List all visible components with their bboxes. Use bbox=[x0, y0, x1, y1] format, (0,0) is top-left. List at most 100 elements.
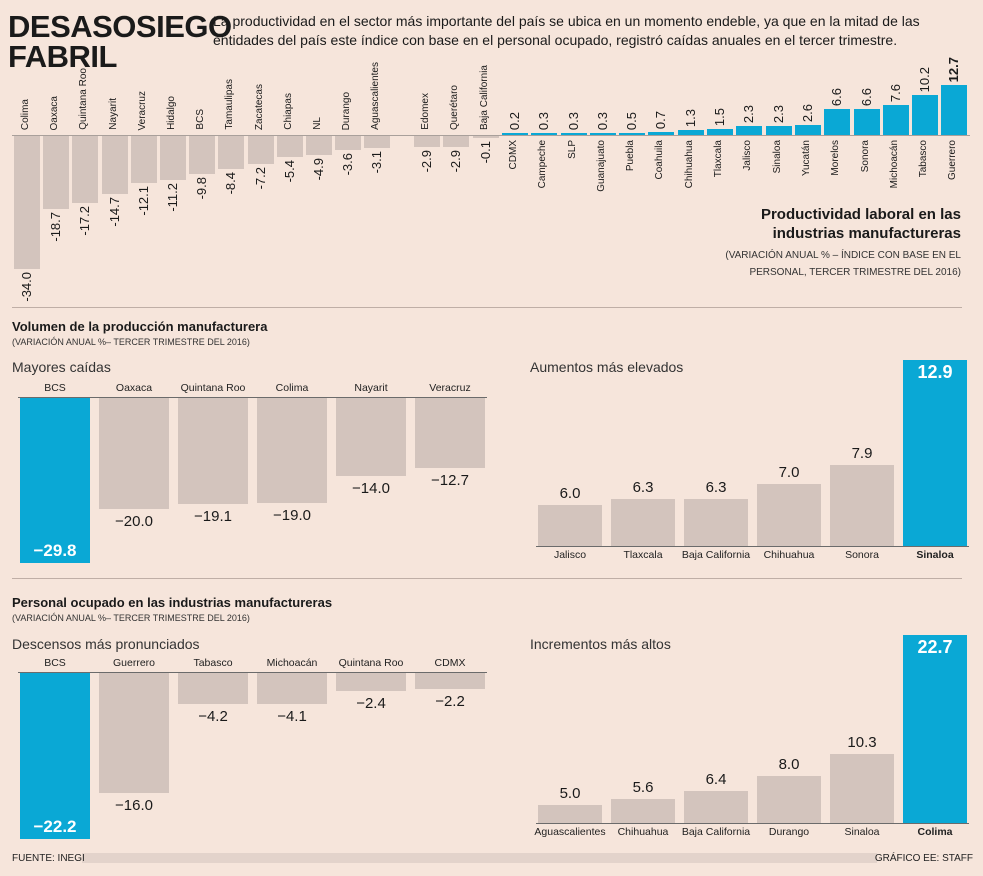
panel-title-incrementos: Incrementos más altos bbox=[530, 636, 671, 652]
bar bbox=[912, 95, 939, 135]
category-label: Tabasco bbox=[193, 657, 233, 669]
category-label: Zacatecas bbox=[253, 83, 265, 130]
category-label: Aguascalientes bbox=[534, 826, 606, 838]
bar bbox=[72, 136, 99, 204]
bar bbox=[218, 136, 245, 169]
value-label: 7.6 bbox=[887, 84, 903, 103]
bar bbox=[903, 360, 967, 546]
intro-text: La productividad en el sector más import… bbox=[213, 13, 920, 48]
section-title-personal: Personal ocupado en las industrias manuf… bbox=[12, 595, 333, 610]
bar bbox=[830, 753, 894, 823]
bar bbox=[684, 791, 748, 823]
bar bbox=[794, 124, 821, 135]
category-label: Sinaloa bbox=[771, 140, 783, 174]
bar bbox=[336, 398, 406, 476]
bar bbox=[560, 133, 587, 135]
bar bbox=[99, 398, 169, 509]
category-label: Chihuahua bbox=[763, 549, 815, 561]
value-label: 2.3 bbox=[770, 104, 786, 123]
value-label: 2.6 bbox=[799, 103, 815, 122]
value-label: -9.8 bbox=[194, 177, 210, 200]
value-label: 0.3 bbox=[594, 111, 610, 130]
value-label: 5.6 bbox=[632, 779, 654, 796]
bar bbox=[130, 136, 157, 184]
bar bbox=[589, 133, 616, 135]
category-label: Nayarit bbox=[107, 98, 119, 130]
category-label: Oaxaca bbox=[49, 95, 61, 130]
bar bbox=[415, 673, 485, 690]
page-title: DESASOSIEGO FABRIL bbox=[8, 9, 232, 74]
value-label: −29.8 bbox=[33, 541, 77, 561]
category-label: Durango bbox=[768, 826, 810, 838]
value-label: 0.7 bbox=[653, 111, 669, 130]
value-label: 8.0 bbox=[778, 755, 800, 773]
panel-title-mayores-caidas: Mayores caídas bbox=[12, 359, 111, 375]
bar bbox=[538, 505, 602, 546]
bar bbox=[707, 129, 733, 135]
bar bbox=[677, 129, 704, 135]
credit-note: GRÁFICO EE: STAFF bbox=[874, 853, 973, 864]
bar bbox=[619, 133, 646, 135]
value-label: 6.3 bbox=[705, 478, 727, 496]
bar bbox=[443, 136, 470, 148]
value-label: −4.1 bbox=[277, 707, 307, 725]
value-label: 10.2 bbox=[917, 66, 933, 93]
category-label: Sonora bbox=[845, 549, 879, 561]
category-label: SLP bbox=[566, 140, 578, 159]
category-label: Guanajuato bbox=[595, 140, 607, 192]
bar bbox=[611, 799, 675, 823]
section-subtitle-personal: (VARIACIÓN ANUAL %– TERCER TRIMESTRE DEL… bbox=[12, 613, 250, 623]
bar bbox=[336, 673, 406, 691]
bar bbox=[611, 498, 675, 546]
bar bbox=[684, 498, 748, 546]
category-label: Jalisco bbox=[553, 549, 587, 561]
category-label: Chihuahua bbox=[683, 140, 695, 189]
value-label: −19.0 bbox=[273, 507, 311, 525]
category-label: Chiapas bbox=[282, 93, 294, 130]
category-label: NL bbox=[312, 117, 323, 130]
category-label: Tlaxcala bbox=[623, 549, 663, 561]
value-label: -34.0 bbox=[19, 272, 34, 302]
value-label: -11.2 bbox=[165, 182, 180, 212]
bar bbox=[20, 673, 90, 840]
baseline bbox=[536, 823, 969, 824]
value-label: 0.3 bbox=[536, 111, 552, 130]
value-label: −2.2 bbox=[435, 693, 465, 711]
category-label: Sinaloa bbox=[916, 549, 954, 561]
value-label: −22.2 bbox=[33, 817, 77, 837]
value-label: -3.1 bbox=[369, 151, 385, 174]
footer-bar bbox=[82, 853, 877, 863]
baseline bbox=[18, 672, 487, 673]
bar bbox=[276, 136, 303, 158]
bar bbox=[101, 136, 128, 194]
category-label: Colima bbox=[275, 382, 309, 394]
category-label: Michoacán bbox=[888, 140, 900, 189]
value-label: 10.3 bbox=[847, 733, 877, 751]
panel-title-aumentos: Aumentos más elevados bbox=[530, 359, 684, 375]
category-label: Morelos bbox=[830, 140, 842, 176]
category-label: Hidalgo bbox=[166, 96, 177, 130]
bar bbox=[415, 398, 485, 469]
value-label: 1.3 bbox=[682, 108, 698, 127]
category-label: Michoacán bbox=[266, 657, 318, 669]
bar bbox=[531, 133, 558, 135]
value-label: 7.9 bbox=[851, 445, 873, 463]
value-label: 6.4 bbox=[705, 771, 727, 789]
value-label: 2.3 bbox=[741, 104, 757, 123]
bar bbox=[257, 398, 327, 504]
category-label: Tamaulipas bbox=[224, 79, 236, 130]
category-label: Baja California bbox=[478, 64, 490, 130]
baseline bbox=[18, 397, 487, 398]
bar bbox=[160, 136, 186, 180]
value-label: -8.4 bbox=[223, 171, 239, 195]
bar bbox=[178, 673, 248, 705]
value-label: -7.2 bbox=[252, 167, 268, 190]
category-label: CDMX bbox=[434, 657, 466, 669]
category-label: Yucatán bbox=[800, 140, 812, 177]
category-label: BCS bbox=[195, 109, 207, 130]
value-label: 5.0 bbox=[559, 784, 581, 802]
bar bbox=[364, 136, 391, 149]
value-label: 0.5 bbox=[624, 111, 640, 130]
category-label: Chihuahua bbox=[617, 826, 669, 838]
bar bbox=[648, 132, 675, 135]
